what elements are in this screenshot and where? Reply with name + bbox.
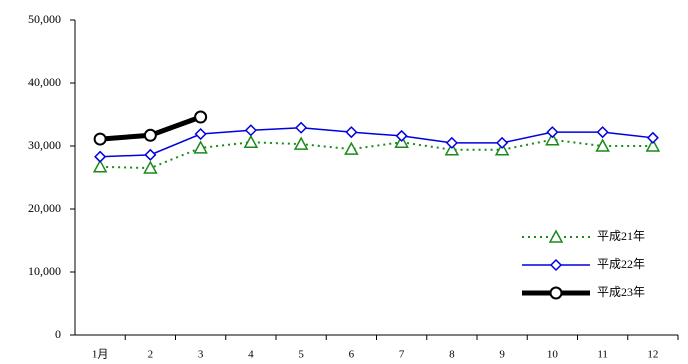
y-tick-label: 20,000: [28, 201, 61, 215]
legend-marker: [549, 258, 563, 272]
legend-marker: [549, 286, 563, 300]
x-tick-label: 8: [449, 349, 455, 361]
x-tick-label: 11: [597, 349, 608, 361]
marker: [545, 132, 560, 146]
x-tick-label: 12: [647, 349, 658, 361]
y-tick-label: 30,000: [28, 138, 61, 152]
marker: [546, 126, 559, 139]
x-tick-label: 6: [349, 349, 355, 361]
x-tick-label: 2: [148, 349, 154, 361]
marker: [93, 132, 107, 146]
series-line: [100, 126, 653, 158]
marker: [645, 138, 661, 152]
marker: [243, 134, 259, 148]
legend-label: 平成21年: [597, 229, 645, 243]
marker: [596, 126, 609, 139]
marker: [345, 126, 358, 139]
x-tick-label: 5: [298, 349, 304, 361]
legend-label: 平成22年: [597, 257, 645, 271]
marker: [295, 121, 308, 134]
x-tick-label: 3: [198, 349, 204, 361]
x-tick-label: 4: [248, 349, 254, 361]
marker: [143, 160, 158, 174]
x-tick-label: 7: [399, 349, 405, 361]
marker: [244, 124, 257, 137]
y-tick-label: 0: [55, 327, 61, 341]
marker: [143, 128, 157, 142]
marker: [445, 136, 458, 149]
marker: [194, 127, 207, 141]
y-tick-label: 40,000: [28, 75, 61, 89]
marker: [144, 148, 157, 161]
marker: [496, 136, 509, 149]
x-tick-label: 10: [547, 349, 559, 361]
marker: [646, 131, 659, 144]
legend-label: 平成23年: [597, 285, 645, 299]
marker: [194, 110, 208, 124]
y-tick-label: 50,000: [28, 12, 61, 26]
marker: [395, 129, 408, 142]
marker: [344, 141, 359, 155]
marker: [444, 142, 460, 156]
marker: [293, 136, 309, 150]
x-tick-label: 1月: [92, 349, 109, 361]
x-tick-label: 9: [499, 349, 505, 361]
y-tick-label: 10,000: [28, 264, 61, 278]
marker: [494, 142, 510, 156]
marker: [193, 140, 208, 154]
marker: [595, 138, 610, 152]
marker: [92, 159, 108, 173]
series-line: [100, 138, 653, 170]
legend-marker: [548, 229, 564, 243]
marker: [94, 150, 107, 163]
